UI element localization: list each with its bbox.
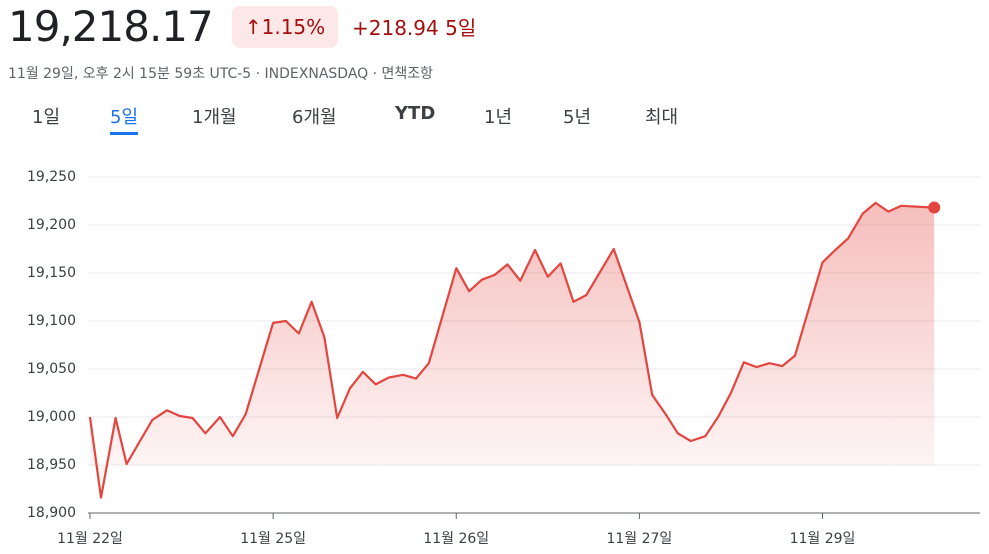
y-tick-label: 19,150	[27, 265, 76, 281]
price-line	[88, 201, 935, 499]
change-percent: 1.15%	[261, 15, 326, 39]
y-tick-label: 19,200	[27, 217, 76, 233]
range-tab[interactable]: 6개월	[292, 107, 337, 128]
subtitle: 11월 29일, 오후 2시 15분 59초 UTC-5 · INDEXNASD…	[8, 66, 434, 82]
last-point	[928, 201, 941, 214]
change-percent-badge: ↑1.15%	[232, 6, 338, 48]
x-tick-label: 11월 29일	[790, 531, 856, 547]
x-tick-label: 11월 26일	[423, 531, 489, 547]
range-tab[interactable]: 최대	[645, 107, 679, 128]
price: 19,218.17	[8, 2, 214, 51]
y-tick-label: 19,000	[27, 409, 76, 425]
range-tab[interactable]: 1일	[32, 107, 61, 128]
y-tick-label: 19,250	[27, 169, 76, 185]
up-arrow: ↑	[244, 15, 262, 39]
x-tick-label: 11월 25일	[240, 531, 306, 547]
range-tab[interactable]: 1년	[484, 107, 513, 128]
range-tab[interactable]: 1개월	[192, 107, 237, 128]
area-fill	[90, 202, 935, 498]
range-tab[interactable]: 5년	[563, 107, 592, 128]
x-tick-label: 11월 27일	[606, 531, 672, 547]
y-tick-label: 18,900	[27, 505, 76, 521]
y-tick-label: 19,050	[27, 361, 76, 377]
y-tick-label: 19,100	[27, 313, 76, 329]
range-tab[interactable]: YTD	[395, 103, 436, 124]
x-tick-label: 11월 22일	[57, 531, 123, 547]
range-tab[interactable]: 5일	[110, 103, 139, 135]
change-value: +218.94	[352, 16, 439, 40]
change: +218.94 5일	[352, 12, 476, 41]
period: 5일	[445, 16, 477, 40]
y-tick-label: 18,950	[27, 457, 76, 473]
